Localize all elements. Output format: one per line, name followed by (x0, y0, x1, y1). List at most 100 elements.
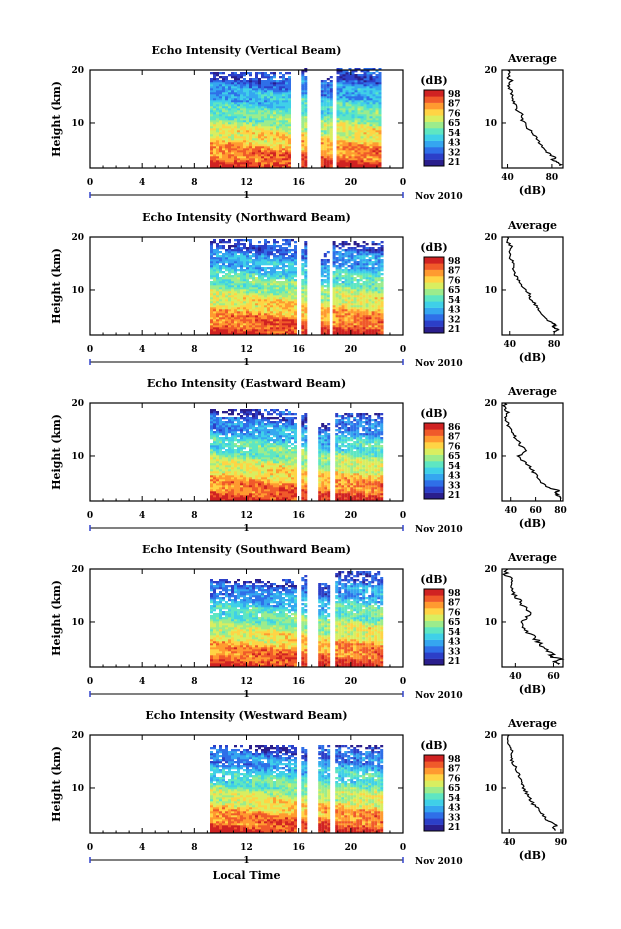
heatmap-cell (216, 317, 219, 320)
heatmap-cell (246, 102, 249, 105)
heatmap-cell (336, 130, 340, 133)
heatmap-cell (249, 96, 252, 99)
heatmap-cell (335, 323, 339, 326)
heatmap-cell (228, 255, 231, 258)
heatmap-cell (301, 259, 305, 262)
heatmap-cell (243, 128, 246, 131)
heatmap-cell (219, 469, 222, 472)
heatmap-cell (273, 291, 276, 294)
heatmap-cell (270, 140, 273, 143)
heatmap-cell (323, 146, 327, 149)
heatmap-cell (301, 98, 305, 101)
heatmap-cell (216, 259, 219, 262)
heatmap-cell (344, 319, 348, 322)
heatmap-cell (240, 134, 243, 137)
heatmap-cell (282, 249, 285, 252)
heatmap-cell (270, 158, 273, 161)
heatmap-cell (285, 106, 288, 109)
heatmap-cell (326, 164, 330, 167)
heatmap-cell (365, 285, 369, 288)
heatmap-cell (213, 419, 216, 422)
heatmap-cell (304, 86, 308, 89)
heatmap-cell (371, 305, 375, 308)
average-x-tick-label: 40 (503, 340, 516, 350)
heatmap-cell (216, 245, 219, 248)
heatmap-cell (360, 122, 364, 125)
heatmap-cell (237, 92, 240, 95)
heatmap-cell (264, 126, 267, 129)
heatmap-cell (326, 116, 330, 119)
heatmap-cell (234, 311, 237, 314)
heatmap-cell (267, 152, 270, 155)
heatmap-cell (228, 471, 231, 474)
heatmap-cell (222, 491, 225, 494)
heatmap-cell (216, 431, 219, 434)
heatmap-cell (219, 138, 222, 141)
heatmap-cell (363, 80, 367, 83)
heatmap-cell (276, 241, 279, 244)
heatmap-cell (285, 164, 288, 167)
heatmap-cell (365, 333, 369, 336)
heatmap-cell (270, 321, 273, 324)
heatmap-cell (219, 417, 222, 420)
heatmap-cell (363, 134, 367, 137)
heatmap-cell (356, 269, 360, 272)
heatmap-cell (294, 299, 297, 302)
heatmap-cell (213, 144, 216, 147)
heatmap-cell (237, 305, 240, 308)
heatmap-cell (249, 112, 252, 115)
heatmap-cell (348, 102, 352, 105)
heatmap-cell (252, 303, 255, 306)
heatmap-cell (222, 319, 225, 322)
heatmap-cell (237, 333, 240, 336)
heatmap-cell (375, 76, 379, 79)
heatmap-cell (225, 162, 228, 165)
heatmap-cell (219, 120, 222, 123)
heatmap-cell (353, 269, 357, 272)
heatmap-cell (258, 279, 261, 282)
average-y-tick-label: 10 (484, 119, 497, 129)
heatmap-cell (323, 128, 327, 131)
heatmap-cell (347, 251, 351, 254)
heatmap-cell (222, 112, 225, 115)
heatmap-cell (240, 106, 243, 109)
heatmap-cell (231, 327, 234, 330)
heatmap-cell (222, 315, 225, 318)
heatmap-cell (326, 128, 330, 131)
heatmap-cell (353, 295, 357, 298)
heatmap-cell (270, 263, 273, 266)
heatmap-cell (279, 253, 282, 256)
heatmap-cell (219, 156, 222, 159)
heatmap-cell (378, 160, 382, 163)
heatmap-cell (213, 471, 216, 474)
heatmap-cell (369, 118, 373, 121)
heatmap-cell (216, 451, 219, 454)
heatmap-cell (225, 295, 228, 298)
heatmap-cell (276, 150, 279, 153)
heatmap-cell (365, 319, 369, 322)
heatmap-cell (332, 243, 336, 246)
heatmap-cell (228, 104, 231, 107)
heatmap-cell (371, 261, 375, 264)
heatmap-cell (288, 92, 291, 95)
heatmap-cell (270, 291, 273, 294)
heatmap-cell (335, 319, 339, 322)
heatmap-cell (237, 287, 240, 290)
heatmap-cell (371, 319, 375, 322)
heatmap-cell (243, 112, 246, 115)
heatmap-cell (210, 106, 213, 109)
heatmap-cell (326, 267, 330, 270)
heatmap-cell (264, 84, 267, 87)
heatmap-cell (210, 487, 213, 490)
heatmap-cell (301, 140, 305, 143)
heatmap-cell (267, 295, 270, 298)
heatmap-cell (329, 112, 333, 115)
heatmap-cell (234, 255, 237, 258)
heatmap-cell (231, 473, 234, 476)
heatmap-cell (273, 319, 276, 322)
heatmap-cell (372, 126, 376, 129)
heatmap-cell (213, 421, 216, 424)
heatmap-cell (276, 108, 279, 111)
heatmap-cell (285, 305, 288, 308)
heatmap-cell (320, 287, 324, 290)
